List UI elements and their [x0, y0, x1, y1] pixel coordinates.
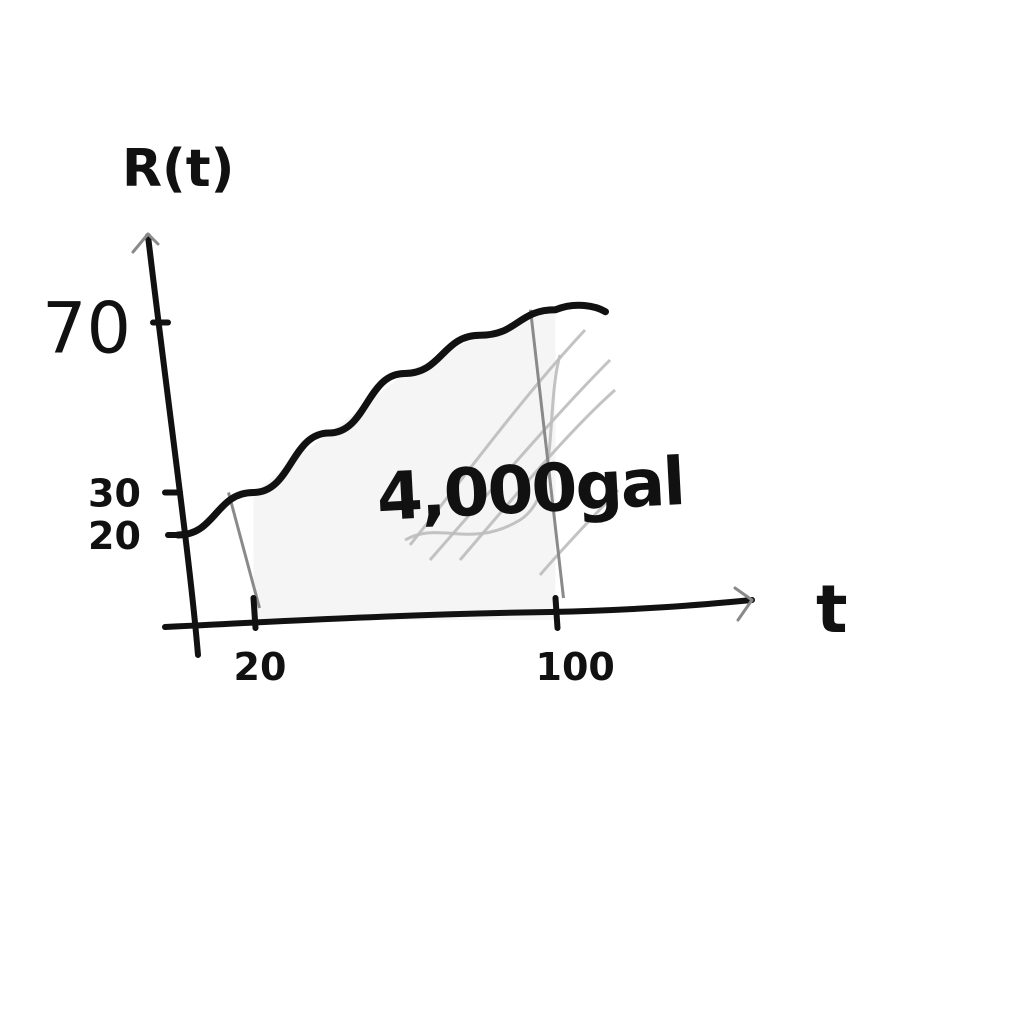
x-tick [250, 595, 259, 631]
shaded-fill [253, 309, 556, 620]
shading-stroke [404, 354, 562, 542]
shading-stroke [428, 358, 612, 561]
data-point [553, 307, 558, 312]
y-axis-label: R(t) [122, 139, 234, 199]
data-point [478, 333, 482, 338]
upper-bound-line [529, 309, 565, 599]
y-tick-label: 70 [42, 288, 131, 370]
y-axis-line [145, 233, 201, 658]
x-tick-label: 100 [536, 645, 615, 689]
x-axis-arrow [733, 586, 754, 622]
area-annotation: 4,000gal [375, 443, 686, 536]
bound-lines [227, 309, 565, 609]
data-point [251, 490, 256, 495]
y-axis-arrow [131, 232, 160, 254]
ticks [150, 319, 561, 631]
y-tick-label: 20 [88, 514, 141, 558]
x-axis-label: t [816, 571, 848, 648]
data-point [402, 371, 407, 376]
data-point [327, 431, 331, 435]
lower-bound-line [227, 492, 261, 609]
x-axis-line [162, 597, 755, 630]
x-tick-label: 20 [234, 645, 287, 689]
axes [131, 232, 755, 658]
y-tick-label: 30 [88, 472, 141, 516]
shading-stroke [538, 488, 620, 576]
shaded-area [253, 309, 620, 620]
x-tick [552, 595, 561, 631]
